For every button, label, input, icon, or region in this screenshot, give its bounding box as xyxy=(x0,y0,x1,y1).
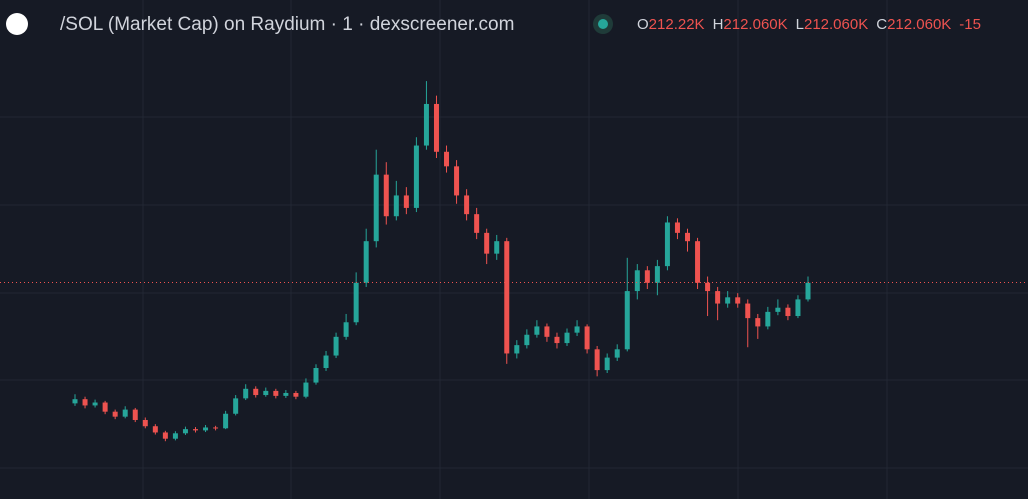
candle-body xyxy=(223,413,229,429)
candle-body xyxy=(795,299,801,317)
legend-key: L xyxy=(796,16,804,33)
candle-body xyxy=(785,307,791,317)
candle-body xyxy=(363,241,369,283)
candle-body xyxy=(213,427,219,429)
candle-body xyxy=(664,222,670,267)
candle-body xyxy=(403,195,409,208)
legend-value: -15 xyxy=(959,16,981,33)
ohlc-legend: O 212.22K H 212.060K L 212.060K C 212.060K -15 xyxy=(637,16,981,33)
candle-body xyxy=(534,326,540,335)
status-dot xyxy=(598,19,608,29)
plot xyxy=(0,81,1028,442)
candle-body xyxy=(755,318,761,327)
candle-body xyxy=(283,392,289,396)
candle-body xyxy=(162,432,168,439)
candle-body xyxy=(554,336,560,344)
candle-body xyxy=(644,270,650,283)
candle-body xyxy=(735,297,741,304)
candle-body xyxy=(444,151,450,167)
candle-body xyxy=(544,326,550,337)
candle-body xyxy=(674,222,680,233)
candle-body xyxy=(594,349,600,371)
candle-body xyxy=(654,266,660,283)
candle-body xyxy=(293,392,299,397)
candle-body xyxy=(725,297,731,304)
candle-body xyxy=(474,214,480,233)
candle-body xyxy=(454,166,460,196)
legend-key: C xyxy=(876,16,887,33)
chart-title: /SOL (Market Cap) on Raydium · 1 · dexsc… xyxy=(60,14,514,35)
legend-value: 212.060K xyxy=(723,16,787,33)
candle-body xyxy=(584,326,590,350)
candle-body xyxy=(72,399,78,404)
candle-body xyxy=(152,426,158,433)
candle-body xyxy=(142,419,148,427)
candle-body xyxy=(383,174,389,217)
candle-body xyxy=(604,357,610,371)
candle-body xyxy=(685,232,691,242)
candle-body xyxy=(172,433,178,439)
candle-body xyxy=(705,282,711,292)
legend-value: 212.060K xyxy=(887,16,951,33)
candle-body xyxy=(243,388,249,399)
candle-body xyxy=(464,195,470,215)
candle-body xyxy=(102,402,108,412)
legend-key: H xyxy=(713,16,724,33)
candle-body xyxy=(353,282,359,323)
candle-body xyxy=(614,349,620,358)
candle-body xyxy=(122,409,128,417)
candle-body xyxy=(775,307,781,312)
candle-body xyxy=(765,311,771,327)
candle-body xyxy=(273,390,279,396)
candle-body xyxy=(433,103,439,152)
candle-body xyxy=(182,429,188,434)
candle-body xyxy=(343,322,349,337)
candle-body xyxy=(805,282,811,300)
candle-body xyxy=(695,241,701,283)
candle-body xyxy=(263,390,269,396)
candle-body xyxy=(373,174,379,242)
candle-body xyxy=(484,232,490,254)
candle-body xyxy=(413,145,419,208)
candle-body xyxy=(423,103,429,146)
candle-body xyxy=(112,411,118,417)
candle-body xyxy=(564,332,570,344)
legend-value: 212.22K xyxy=(649,16,705,33)
candle-body xyxy=(524,334,530,346)
candle-body xyxy=(92,402,98,406)
candle-body xyxy=(574,326,580,333)
candle-body xyxy=(233,398,239,414)
candle-body xyxy=(132,409,138,420)
legend-value: 212.060K xyxy=(804,16,868,33)
candle-body xyxy=(514,345,520,354)
candle-body xyxy=(333,336,339,356)
symbol-icon xyxy=(6,13,28,35)
candle-body xyxy=(715,291,721,304)
candle-body xyxy=(624,291,630,350)
candle-body xyxy=(745,303,751,319)
candle-body xyxy=(504,241,510,354)
candle-body xyxy=(192,429,198,431)
candle-body xyxy=(494,241,500,254)
candle-body xyxy=(253,388,259,396)
legend-key: O xyxy=(637,16,649,33)
candle-body xyxy=(303,382,309,397)
candle-body xyxy=(82,399,88,406)
candle-body xyxy=(313,368,319,383)
candle-body xyxy=(323,355,329,369)
candle-body xyxy=(203,427,209,431)
candle-body xyxy=(393,195,399,217)
candle-body xyxy=(634,270,640,292)
